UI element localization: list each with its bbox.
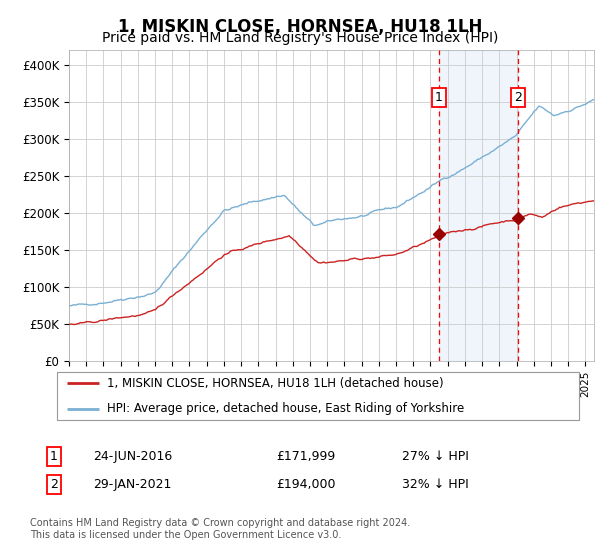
Text: 2: 2: [50, 478, 58, 491]
Text: 1: 1: [50, 450, 58, 463]
Text: 2: 2: [514, 91, 522, 104]
Text: Contains HM Land Registry data © Crown copyright and database right 2024.
This d: Contains HM Land Registry data © Crown c…: [30, 518, 410, 540]
Text: HPI: Average price, detached house, East Riding of Yorkshire: HPI: Average price, detached house, East…: [107, 403, 464, 416]
Bar: [439, 50, 518, 361]
Text: 27% ↓ HPI: 27% ↓ HPI: [402, 450, 469, 463]
Text: Price paid vs. HM Land Registry's House Price Index (HPI): Price paid vs. HM Land Registry's House …: [102, 31, 498, 45]
Text: 1, MISKIN CLOSE, HORNSEA, HU18 1LH (detached house): 1, MISKIN CLOSE, HORNSEA, HU18 1LH (deta…: [107, 377, 443, 390]
Text: 32% ↓ HPI: 32% ↓ HPI: [402, 478, 469, 491]
Text: 1: 1: [435, 91, 443, 104]
FancyBboxPatch shape: [56, 372, 580, 420]
Text: 1, MISKIN CLOSE, HORNSEA, HU18 1LH: 1, MISKIN CLOSE, HORNSEA, HU18 1LH: [118, 18, 482, 36]
Text: £194,000: £194,000: [276, 478, 335, 491]
Text: £171,999: £171,999: [276, 450, 335, 463]
Text: 29-JAN-2021: 29-JAN-2021: [93, 478, 172, 491]
Text: 24-JUN-2016: 24-JUN-2016: [93, 450, 172, 463]
